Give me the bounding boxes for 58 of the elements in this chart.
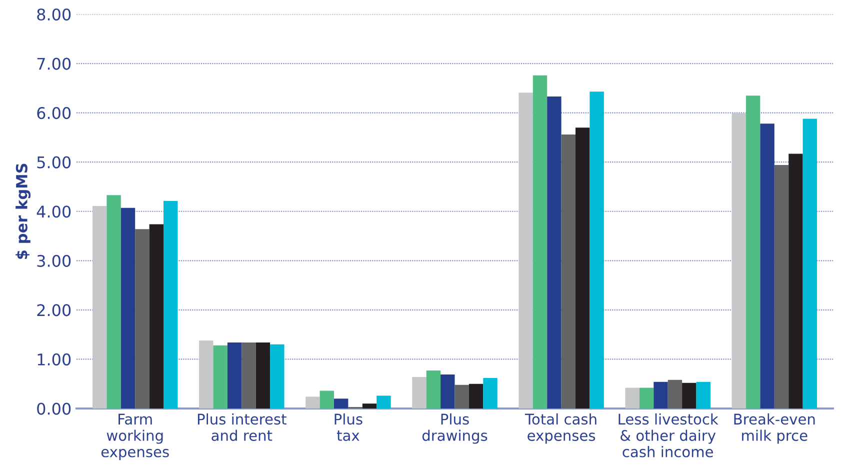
bar	[483, 378, 498, 408]
x-tick-label: Plus drawings	[422, 413, 488, 444]
x-tick-label: Farm working expenses	[101, 414, 169, 460]
bar	[120, 208, 136, 408]
bar	[576, 128, 590, 408]
y-tick-label: 2.00	[37, 304, 71, 316]
y-tick-label: 1.00	[38, 353, 71, 366]
y-tick-label: 7.00	[37, 58, 71, 70]
bar	[532, 75, 548, 408]
bar	[227, 342, 242, 408]
bar	[561, 134, 576, 408]
bar	[639, 388, 654, 408]
bar	[468, 384, 484, 408]
y-tick-label: 8.00	[37, 8, 71, 21]
x-tick-label: Less livestock & other dairy cash income	[618, 413, 718, 458]
bar	[135, 229, 150, 408]
bar	[376, 396, 391, 408]
bar	[412, 376, 426, 408]
bar	[256, 342, 270, 408]
bar	[149, 224, 164, 408]
bar	[106, 195, 121, 408]
bar	[654, 382, 668, 408]
bar	[746, 96, 760, 408]
bar	[362, 404, 377, 408]
bar	[696, 382, 710, 408]
bar	[164, 201, 178, 408]
bar	[213, 345, 228, 408]
bar	[760, 124, 774, 408]
bar	[590, 92, 604, 408]
bar	[625, 388, 640, 408]
bar	[270, 344, 284, 408]
bar	[320, 390, 334, 408]
bar	[518, 92, 533, 408]
bar	[774, 165, 789, 408]
y-axis-title: $ per kgMS	[16, 164, 31, 259]
bar	[242, 342, 256, 408]
bar	[92, 206, 107, 408]
bar	[547, 96, 562, 408]
bar	[788, 154, 803, 408]
bar	[454, 384, 469, 408]
y-tick-label: 0.00	[37, 402, 71, 415]
y-tick-label: 6.00	[37, 107, 71, 120]
y-tick-label: 3.00	[37, 254, 71, 267]
y-tick-label: 5.00	[37, 156, 71, 168]
bar	[682, 382, 696, 408]
bar	[306, 396, 320, 408]
x-tick-label: Plus interest and rent	[198, 413, 286, 441]
bar	[199, 340, 214, 408]
x-tick-label: Plus tax	[334, 413, 362, 441]
bar	[802, 118, 818, 408]
bar	[334, 398, 348, 408]
bar	[732, 113, 746, 408]
x-tick-label: Total cash expenses	[525, 413, 596, 444]
x-tick-label: Break-even milk prce	[734, 413, 815, 444]
bar	[668, 380, 682, 408]
bar	[440, 374, 455, 408]
y-tick-label: 4.00	[36, 206, 71, 218]
bar	[426, 370, 441, 408]
